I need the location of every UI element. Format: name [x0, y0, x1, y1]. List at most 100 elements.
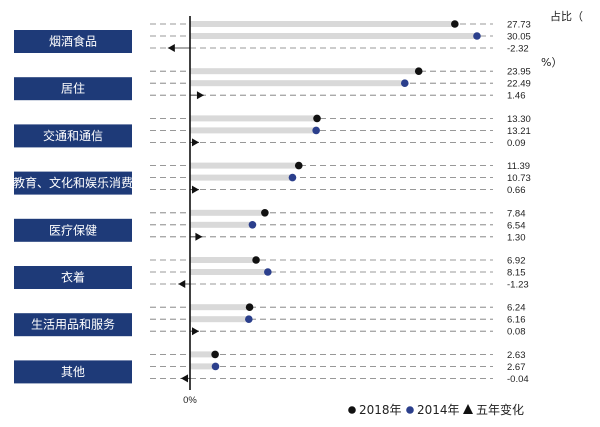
point-2014 — [288, 173, 297, 182]
value-label: 0.08 — [507, 327, 526, 338]
value-label: -0.04 — [507, 374, 529, 385]
point-2018 — [414, 67, 423, 75]
value-bar — [190, 269, 268, 275]
point-2018 — [451, 20, 459, 28]
value-label: 7.84 — [507, 208, 526, 219]
point-2014 — [248, 221, 257, 229]
value-bar — [190, 80, 405, 87]
value-bar — [190, 363, 216, 370]
change-triangle-marker — [196, 91, 204, 100]
legend-label-2018: 2018年 — [359, 403, 402, 417]
value-label: 1.46 — [507, 91, 526, 102]
value-bar — [190, 115, 318, 122]
value-bar — [190, 174, 293, 181]
value-bar — [190, 304, 250, 311]
value-label: 10.73 — [507, 173, 531, 184]
legend: 2018年 2014年 五年变化 — [348, 402, 524, 417]
category-group: 7.846.541.30 医疗保健 — [14, 208, 526, 243]
value-label: 1.30 — [507, 232, 526, 243]
value-label: 0.66 — [507, 185, 526, 196]
value-label: 2.63 — [507, 350, 526, 361]
value-label: 6.92 — [507, 256, 526, 267]
value-bar — [190, 316, 249, 323]
category-label: 教育、文化和娱乐消费 — [13, 175, 133, 190]
value-label: 6.16 — [507, 315, 526, 326]
category-label: 衣着 — [61, 270, 85, 285]
value-bar — [190, 127, 317, 134]
point-2014 — [211, 362, 220, 371]
change-triangle-marker — [192, 138, 199, 147]
legend-marker-2018 — [348, 406, 356, 414]
value-label: 2.67 — [507, 362, 526, 373]
category-label: 生活用品和服务 — [31, 317, 115, 332]
category-label: 医疗保健 — [49, 223, 97, 237]
value-bar — [190, 351, 216, 358]
category-label: 烟酒食品 — [49, 34, 97, 49]
value-label: 30.05 — [507, 32, 531, 43]
point-2018 — [252, 256, 260, 264]
change-triangle-marker — [192, 327, 199, 336]
change-triangle-marker — [181, 374, 188, 383]
value-label: 23.95 — [507, 67, 531, 78]
category-label-box — [14, 30, 132, 53]
value-bar — [190, 33, 477, 39]
value-bar — [190, 21, 455, 27]
value-bar — [190, 209, 265, 216]
category-group: 6.928.15-1.23 衣着 — [14, 256, 529, 291]
point-2014 — [312, 126, 320, 135]
value-label: 13.21 — [507, 126, 531, 137]
value-label: 8.15 — [507, 268, 526, 279]
value-label: 6.24 — [507, 303, 526, 314]
category-group: 6.246.160.08 生活用品和服务 — [14, 303, 526, 338]
change-triangle-marker — [167, 44, 175, 52]
category-label-box — [14, 313, 132, 337]
point-2014 — [264, 268, 272, 276]
point-2018 — [211, 350, 219, 359]
value-label: 22.49 — [507, 79, 531, 90]
axis-unit-label-line1: 占比（ — [550, 9, 583, 23]
point-2018 — [261, 209, 269, 217]
point-2018 — [313, 114, 321, 123]
value-label: 11.39 — [507, 161, 530, 172]
change-triangle-marker — [195, 232, 203, 241]
category-label-box — [14, 171, 132, 195]
value-label: 6.54 — [507, 220, 526, 231]
change-triangle-marker — [178, 280, 186, 288]
value-bar — [190, 221, 253, 228]
value-bar — [190, 162, 299, 169]
legend-marker-change — [463, 404, 473, 414]
value-label: 13.30 — [507, 114, 531, 125]
value-label: 0.09 — [507, 138, 526, 149]
value-label: 27.73 — [507, 20, 531, 31]
category-label: 其他 — [61, 365, 85, 379]
category-label-box — [14, 218, 132, 242]
point-2018 — [245, 303, 254, 312]
category-label-box — [14, 124, 132, 148]
point-2018 — [294, 161, 303, 170]
category-label: 居住 — [61, 82, 85, 96]
point-2014 — [473, 32, 481, 40]
value-bar — [190, 68, 419, 75]
category-group: 2.632.67-0.04 其他 — [14, 350, 529, 385]
value-label: -2.32 — [507, 44, 529, 55]
category-label-box — [14, 77, 132, 101]
value-bar — [190, 257, 257, 263]
axis-unit-label-line2: %） — [541, 56, 562, 69]
change-triangle-marker — [192, 185, 199, 194]
legend-label-2014: 2014年 — [417, 403, 460, 417]
category-label-box — [14, 360, 132, 384]
category-label: 交通和通信 — [43, 128, 103, 143]
value-label: -1.23 — [507, 280, 529, 291]
point-2014 — [245, 315, 253, 324]
point-2014 — [400, 79, 409, 87]
category-label-box — [14, 266, 132, 289]
legend-marker-2014 — [406, 406, 414, 414]
legend-label-change: 五年变化 — [476, 402, 524, 417]
zero-axis-label: 0% — [183, 395, 197, 406]
